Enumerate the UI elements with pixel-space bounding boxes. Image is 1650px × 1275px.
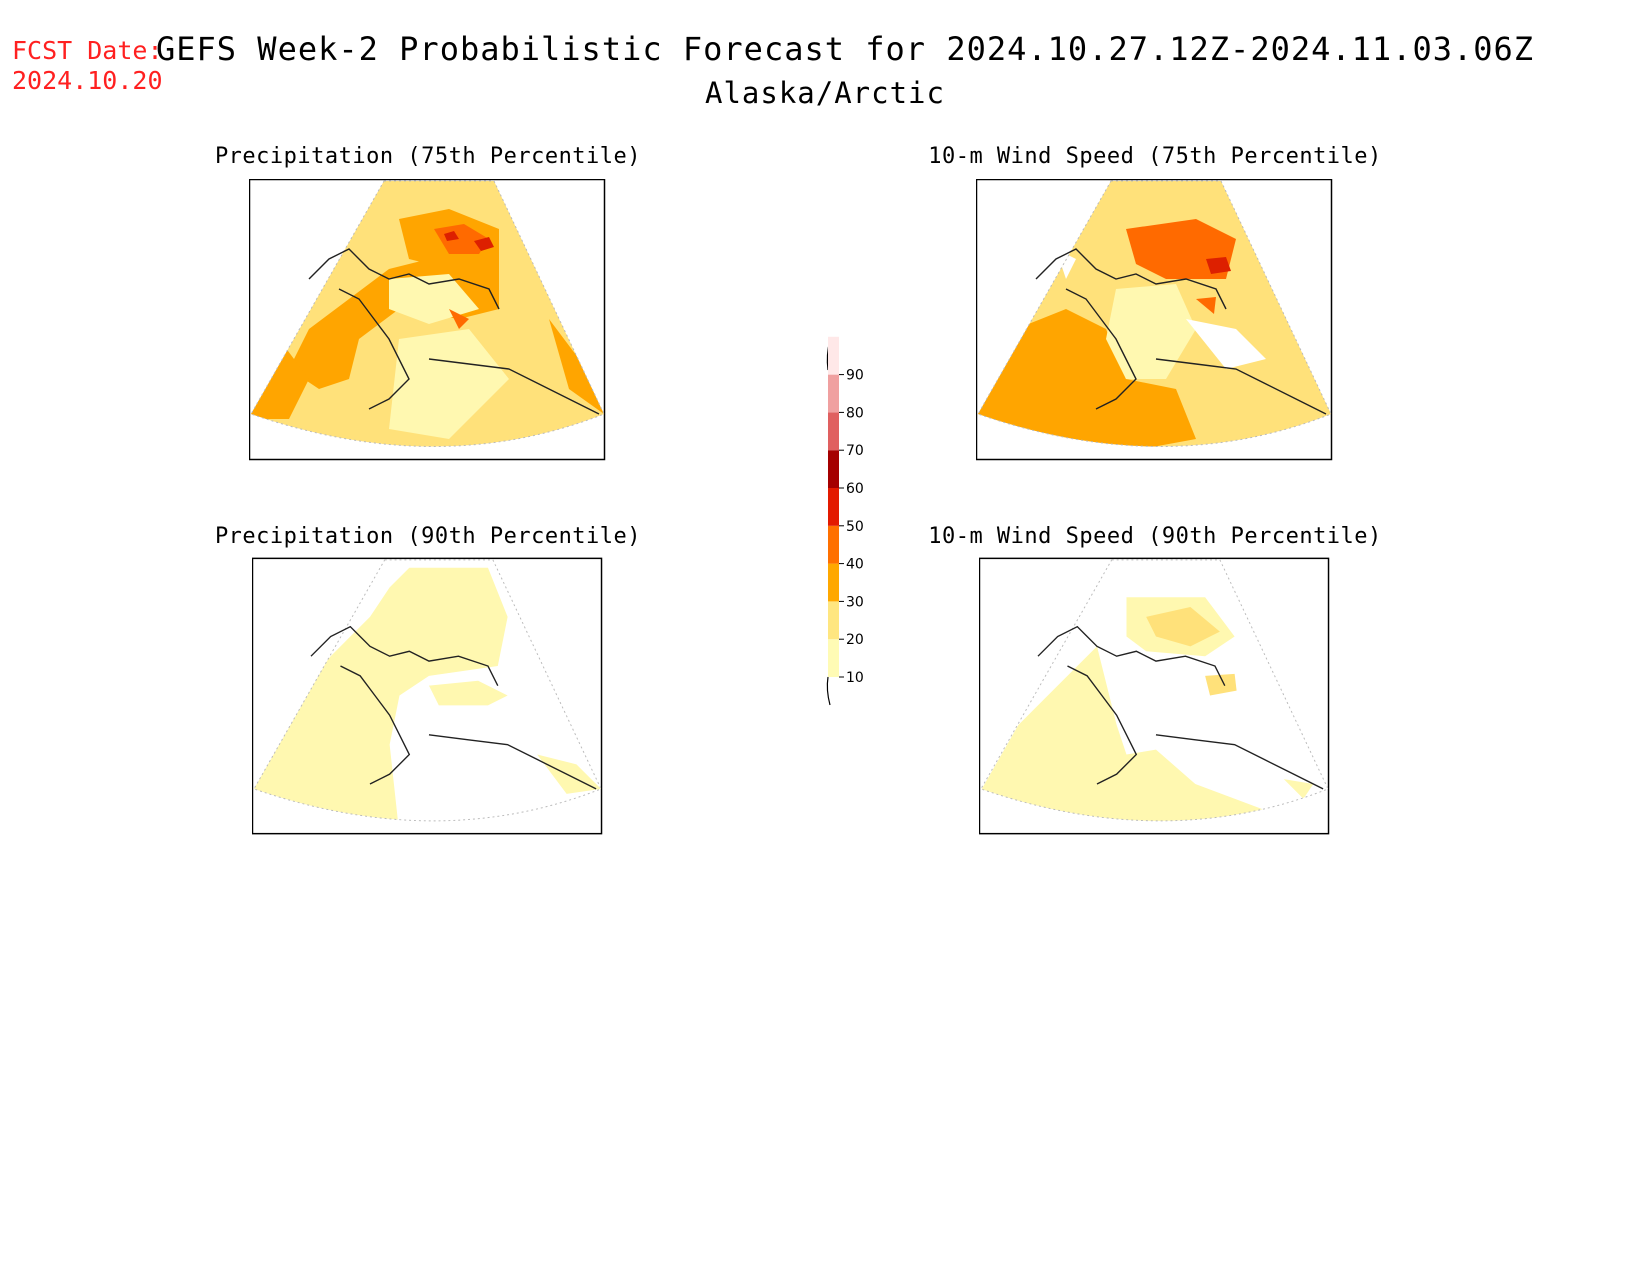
legend-swatch-3	[828, 563, 839, 602]
region-10pct-interior	[428, 680, 508, 706]
panel-title-wind90: 10-m Wind Speed (90th Percentile)	[928, 524, 1382, 549]
coastline	[310, 625, 499, 686]
panel-title-wind75: 10-m Wind Speed (75th Percentile)	[928, 144, 1382, 169]
coastline-south	[428, 358, 600, 415]
region-10pct	[980, 646, 1274, 821]
coastline-west	[1067, 665, 1138, 785]
legend-swatch-7	[828, 412, 839, 451]
legend-label: 80	[846, 405, 864, 421]
region-40pct-small	[1196, 297, 1216, 314]
forecast-date-label: FCST Date: 2024.10.20	[12, 36, 163, 96]
legend-swatch-2	[828, 601, 839, 640]
legend-swatch-4	[828, 525, 839, 564]
map-wind75	[976, 179, 1333, 461]
panel-title-precip90: Precipitation (90th Percentile)	[214, 524, 642, 549]
region-40pct	[434, 224, 489, 254]
legend-swatch-5	[828, 488, 839, 526]
region-10pct	[1106, 284, 1196, 379]
fcst-label: FCST Date:	[12, 36, 163, 65]
page-subtitle: Alaska/Arctic	[705, 76, 945, 110]
region-10pct-east	[1283, 779, 1314, 799]
page-title: GEFS Week-2 Probabilistic Forecast for 2…	[155, 30, 1535, 68]
region-50pct-b	[474, 237, 494, 251]
coastline-south	[428, 734, 597, 790]
map-precip90	[252, 557, 603, 835]
coastline-west	[338, 288, 410, 410]
region-10pct	[389, 329, 509, 439]
region-50pct-a	[444, 231, 459, 241]
color-legend: 10 20 30 40 50 60 70 80 90	[826, 336, 864, 706]
legend-label: 90	[846, 368, 864, 384]
coastline-west	[340, 665, 411, 785]
panel-title-precip75: Precipitation (75th Percentile)	[214, 144, 642, 169]
legend-swatch-8	[828, 374, 839, 413]
region-40pct-small	[449, 309, 469, 329]
region-20pct-small	[1205, 673, 1237, 696]
region-20pct	[1146, 607, 1220, 647]
region-10pct-interior	[389, 274, 479, 324]
legend-label: 20	[846, 632, 864, 648]
legend-label: 10	[846, 670, 864, 686]
coastline-west	[1065, 288, 1137, 410]
legend-label: 70	[846, 443, 864, 459]
map-precip75	[249, 179, 606, 461]
region-30pct-east	[549, 319, 604, 414]
legend-bottom-cap	[826, 676, 831, 706]
region-none	[1186, 319, 1266, 369]
coastline-south	[1155, 734, 1324, 790]
legend-label: 30	[846, 594, 864, 610]
legend-swatch-6	[828, 450, 839, 488]
region-30pct	[978, 309, 1196, 447]
region-50pct	[1206, 257, 1231, 274]
legend-swatch-9	[828, 336, 839, 375]
map-wind90	[979, 557, 1330, 835]
fcst-date: 2024.10.20	[12, 66, 163, 95]
legend-label: 40	[846, 557, 864, 573]
coastline-south	[1155, 358, 1327, 415]
legend-swatch-1	[828, 639, 839, 677]
coastline	[1035, 248, 1227, 310]
legend-label: 50	[846, 519, 864, 535]
coastline	[1037, 625, 1226, 686]
coastline	[308, 248, 500, 310]
legend-label: 60	[846, 481, 864, 497]
